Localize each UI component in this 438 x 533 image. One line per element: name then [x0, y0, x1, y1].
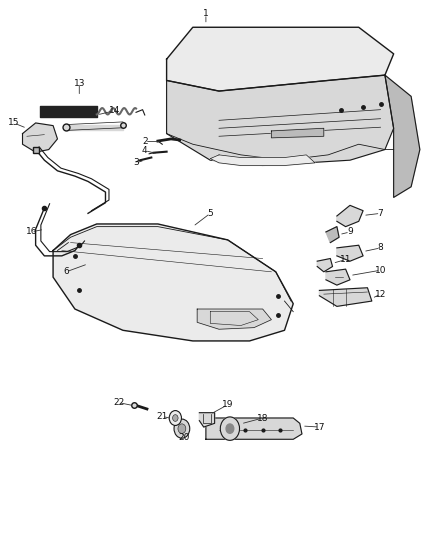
Circle shape	[173, 415, 178, 422]
Polygon shape	[337, 205, 363, 227]
Polygon shape	[272, 128, 324, 138]
Circle shape	[169, 410, 181, 425]
Polygon shape	[166, 75, 394, 165]
Text: 22: 22	[113, 398, 124, 407]
Polygon shape	[199, 413, 215, 427]
Circle shape	[220, 417, 240, 440]
Text: 18: 18	[257, 414, 268, 423]
Text: 14: 14	[109, 106, 120, 115]
Text: 16: 16	[25, 228, 37, 237]
Text: 13: 13	[74, 78, 85, 87]
Text: 8: 8	[378, 244, 383, 253]
Text: 3: 3	[133, 158, 139, 167]
Polygon shape	[197, 309, 272, 329]
Text: 21: 21	[156, 412, 168, 421]
Circle shape	[226, 424, 234, 433]
Polygon shape	[206, 418, 302, 439]
Polygon shape	[22, 123, 57, 152]
Polygon shape	[210, 155, 315, 165]
Circle shape	[174, 419, 190, 438]
Text: 2: 2	[142, 137, 148, 146]
Polygon shape	[326, 227, 339, 243]
Text: 7: 7	[378, 209, 383, 218]
Text: 17: 17	[314, 423, 325, 432]
Text: 19: 19	[222, 400, 233, 409]
Text: 10: 10	[375, 266, 386, 274]
Text: 1: 1	[203, 10, 209, 19]
Text: 6: 6	[64, 268, 69, 276]
Text: 12: 12	[375, 289, 386, 298]
Text: 5: 5	[207, 209, 213, 218]
Polygon shape	[319, 288, 372, 306]
Circle shape	[178, 424, 186, 433]
Polygon shape	[166, 27, 394, 91]
Polygon shape	[317, 259, 332, 272]
Polygon shape	[53, 224, 293, 341]
Text: 9: 9	[347, 228, 353, 237]
Polygon shape	[385, 75, 420, 197]
Polygon shape	[326, 269, 350, 285]
Text: 20: 20	[178, 433, 190, 442]
Text: 11: 11	[340, 255, 351, 264]
Polygon shape	[337, 245, 363, 261]
Text: 4: 4	[142, 146, 148, 155]
Text: 15: 15	[8, 118, 20, 127]
